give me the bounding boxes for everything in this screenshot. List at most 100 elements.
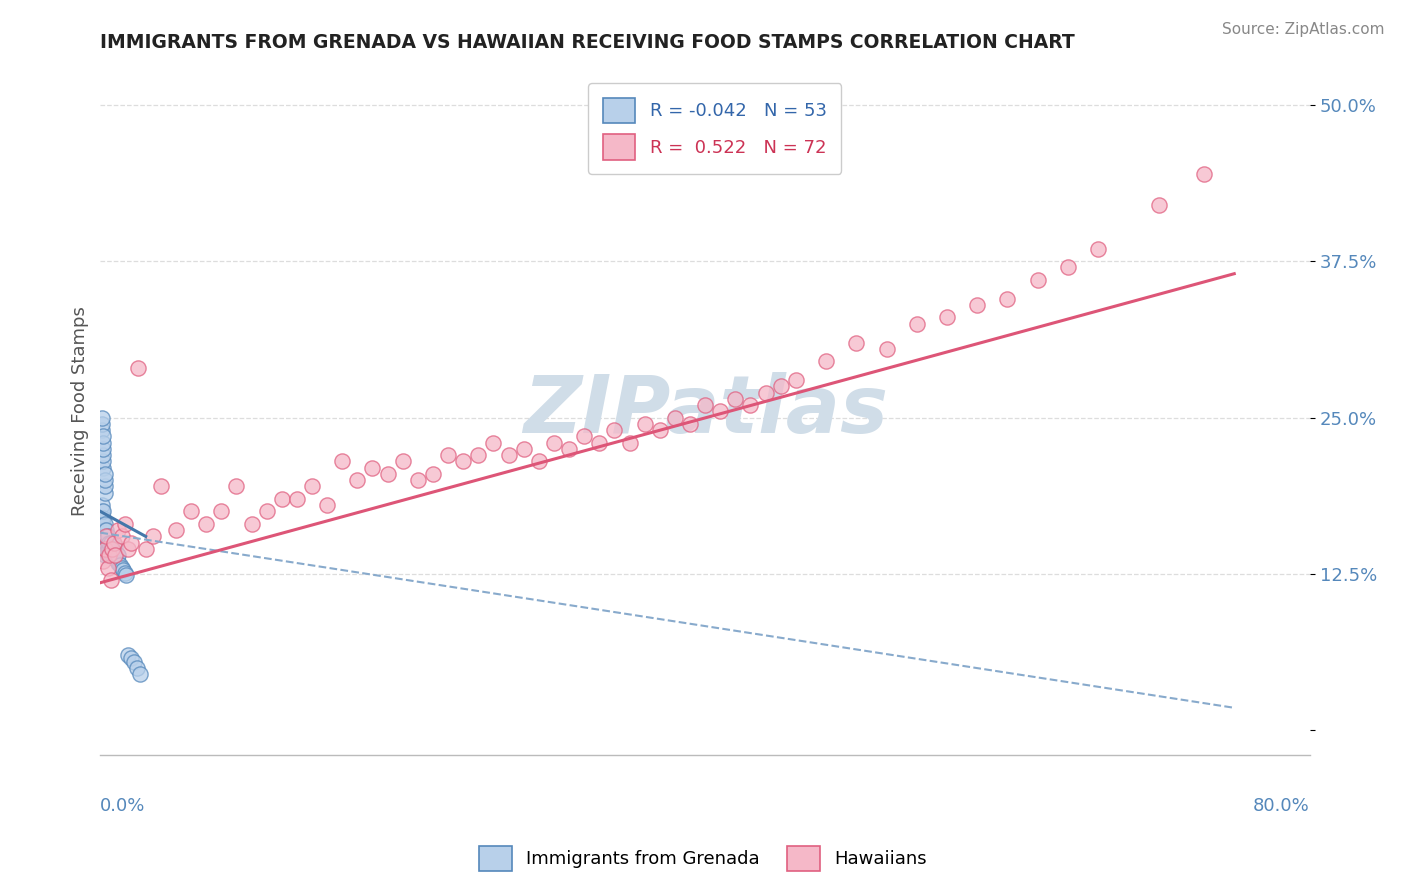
Point [240, 516, 263, 531]
Point [209, 504, 232, 518]
Point [90, 523, 112, 537]
Point [997, 292, 1019, 306]
Point [90, 423, 112, 437]
Point [96, 535, 118, 549]
Point [103, 550, 125, 565]
Point [115, 568, 138, 582]
Point [93, 448, 115, 462]
Point [90, 410, 112, 425]
Point [316, 498, 339, 512]
Point [467, 448, 489, 462]
Point [93, 460, 115, 475]
Point [98, 541, 121, 556]
Point [1087, 242, 1109, 256]
Point [97, 548, 120, 562]
Point [105, 547, 128, 561]
Point [1147, 198, 1170, 212]
Point [101, 548, 124, 562]
Point [633, 417, 655, 431]
Point [104, 540, 127, 554]
Point [97, 541, 120, 556]
Text: 0.0%: 0.0% [100, 797, 146, 814]
Point [876, 342, 898, 356]
Point [90, 510, 112, 524]
Point [377, 467, 399, 481]
Point [93, 510, 115, 524]
Point [101, 541, 124, 556]
Point [905, 317, 928, 331]
Point [120, 650, 142, 665]
Point [90, 417, 112, 431]
Point [110, 529, 132, 543]
Point [120, 535, 142, 549]
Point [114, 566, 136, 580]
Point [94, 541, 117, 556]
Point [98, 548, 121, 562]
Point [195, 516, 218, 531]
Point [94, 541, 117, 556]
Point [301, 479, 323, 493]
Point [437, 448, 460, 462]
Point [94, 473, 117, 487]
Point [391, 454, 413, 468]
Point [679, 417, 702, 431]
Point [603, 423, 626, 437]
Point [285, 491, 308, 506]
Point [96, 541, 118, 556]
Point [108, 558, 131, 573]
Point [180, 504, 202, 518]
Text: 80.0%: 80.0% [1253, 797, 1310, 814]
Point [330, 454, 353, 468]
Point [122, 655, 145, 669]
Point [527, 454, 550, 468]
Point [112, 563, 135, 577]
Point [101, 541, 124, 556]
Point [94, 467, 117, 481]
Point [93, 429, 115, 443]
Point [117, 541, 139, 556]
Point [93, 435, 115, 450]
Point [724, 392, 747, 406]
Point [104, 546, 127, 560]
Point [94, 523, 117, 537]
Point [97, 560, 120, 574]
Point [114, 516, 136, 531]
Point [422, 467, 444, 481]
Point [346, 473, 368, 487]
Point [270, 491, 292, 506]
Point [94, 535, 117, 549]
Legend: R = -0.042   N = 53, R =  0.522   N = 72: R = -0.042 N = 53, R = 0.522 N = 72 [588, 83, 841, 174]
Point [142, 529, 165, 543]
Text: ZIPatlas: ZIPatlas [523, 372, 887, 450]
Point [588, 435, 610, 450]
Point [845, 335, 868, 350]
Point [90, 529, 112, 543]
Point [100, 541, 122, 556]
Point [815, 354, 838, 368]
Point [256, 504, 278, 518]
Point [98, 548, 121, 562]
Point [94, 548, 117, 562]
Point [104, 550, 127, 565]
Point [107, 556, 129, 570]
Point [709, 404, 731, 418]
Point [93, 523, 115, 537]
Point [1026, 273, 1049, 287]
Point [135, 541, 157, 556]
Point [98, 535, 121, 549]
Point [107, 548, 129, 562]
Point [648, 423, 671, 437]
Point [128, 667, 150, 681]
Point [96, 529, 118, 543]
Point [361, 460, 384, 475]
Point [93, 504, 115, 518]
Point [94, 485, 117, 500]
Legend: Immigrants from Grenada, Hawaiians: Immigrants from Grenada, Hawaiians [472, 838, 934, 879]
Point [93, 541, 115, 556]
Point [93, 529, 115, 543]
Point [165, 523, 187, 537]
Point [93, 554, 115, 568]
Point [97, 535, 120, 549]
Point [93, 442, 115, 456]
Point [572, 429, 595, 443]
